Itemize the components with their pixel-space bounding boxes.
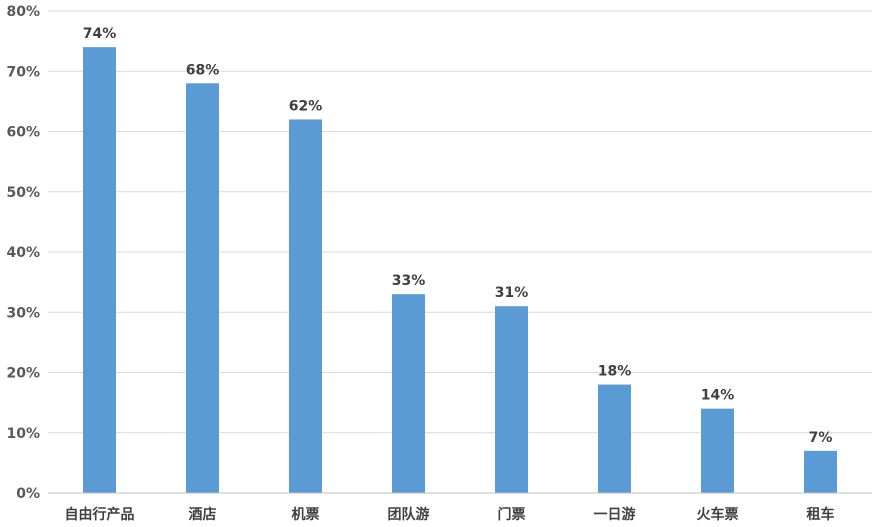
bars [83,47,837,494]
y-tick-label: 20% [6,366,40,382]
bar [701,408,734,493]
data-label: 62% [289,98,323,114]
bar [804,450,837,493]
bar [186,83,219,494]
category-label: 火车票 [697,506,739,523]
data-labels: 74% 68% 62% 33% 31% 18% 14% 7% [83,26,833,446]
category-label: 机票 [292,506,320,523]
y-tick-label: 0% [16,486,40,502]
data-label: 14% [701,388,735,404]
bar [495,306,528,493]
y-tick-label: 40% [6,245,40,261]
data-label: 7% [809,430,833,446]
category-label: 酒店 [189,506,217,523]
category-label: 一日游 [594,506,636,523]
data-label: 31% [495,285,529,301]
data-label: 74% [83,26,117,42]
y-axis-tick-labels: 0% 10% 20% 30% 40% 50% 60% 70% 80% [6,4,40,502]
bar [598,384,631,493]
y-tick-label: 30% [6,305,40,321]
category-label: 门票 [498,506,526,523]
category-label: 团队游 [388,506,430,523]
category-label: 租车 [807,506,835,523]
y-tick-label: 10% [6,426,40,442]
data-label: 68% [186,62,220,78]
data-label: 33% [392,273,426,289]
category-label: 自由行产品 [65,506,135,523]
y-tick-label: 80% [6,4,40,20]
bar [392,294,425,493]
gridlines [48,10,872,434]
y-tick-label: 70% [6,64,40,80]
y-tick-label: 60% [6,125,40,141]
bar [83,47,116,494]
x-axis-category-labels: 自由行产品 酒店 机票 团队游 门票 一日游 火车票 租车 [65,506,835,523]
bar [289,119,322,493]
y-tick-label: 50% [6,185,40,201]
data-label: 18% [598,364,632,380]
